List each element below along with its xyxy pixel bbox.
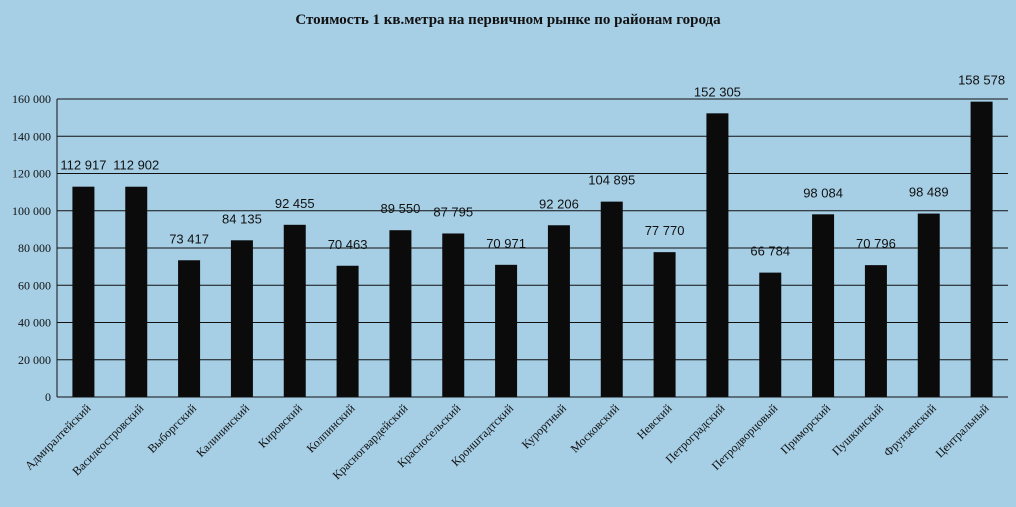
bar bbox=[125, 186, 148, 397]
x-tick-label: Кировский bbox=[255, 401, 305, 451]
bar bbox=[864, 265, 887, 397]
data-label: 70 463 bbox=[328, 237, 368, 252]
data-label: 152 305 bbox=[694, 84, 741, 99]
x-tick-label: Пушкинский bbox=[829, 401, 886, 458]
data-label: 98 084 bbox=[803, 185, 843, 200]
x-tick-label: Фрунзенский bbox=[881, 401, 940, 460]
bar bbox=[72, 186, 95, 397]
data-label: 112 917 bbox=[60, 158, 106, 173]
x-tick-label: Калининский bbox=[193, 401, 252, 460]
data-label: 70 796 bbox=[856, 236, 896, 251]
x-tick-label: Выборгский bbox=[145, 401, 200, 456]
data-label: 87 795 bbox=[433, 204, 473, 219]
x-tick-label: Приморский bbox=[778, 401, 834, 457]
data-label: 77 770 bbox=[645, 223, 685, 238]
chart-title: Стоимость 1 кв.метра на первичном рынке … bbox=[295, 12, 721, 28]
x-tick-label: Московский bbox=[568, 401, 623, 456]
x-tick-label: Колпинский bbox=[304, 401, 359, 456]
bar bbox=[178, 260, 201, 397]
y-tick-label: 40 000 bbox=[18, 316, 51, 330]
bar bbox=[759, 272, 782, 397]
data-label: 158 578 bbox=[958, 73, 1005, 88]
x-tick-label: Невский bbox=[634, 401, 675, 442]
y-tick-label: 0 bbox=[45, 390, 51, 404]
x-tick-label: Курортный bbox=[519, 401, 570, 452]
data-label: 98 489 bbox=[909, 185, 949, 200]
x-axis-ticks: АдмиралтейскийВасилеостровскийВыборгский… bbox=[22, 401, 992, 482]
bars bbox=[72, 101, 993, 398]
data-label: 73 417 bbox=[169, 231, 209, 246]
data-label: 92 455 bbox=[275, 196, 315, 211]
y-tick-label: 80 000 bbox=[18, 241, 51, 255]
y-tick-label: 20 000 bbox=[18, 353, 51, 367]
data-label: 84 135 bbox=[222, 211, 262, 226]
x-tick-label: Центральный bbox=[933, 401, 993, 461]
data-label: 66 784 bbox=[750, 244, 790, 259]
y-tick-label: 160 000 bbox=[12, 92, 51, 106]
bar bbox=[283, 224, 306, 397]
y-tick-label: 100 000 bbox=[12, 204, 51, 218]
bar bbox=[230, 240, 253, 397]
bar bbox=[917, 213, 940, 397]
bar bbox=[442, 233, 465, 397]
y-axis-ticks: 0 20 000 40 000 60 000 80 000 100 000 120 000 1… bbox=[12, 92, 51, 404]
bar bbox=[547, 225, 570, 397]
data-label: 104 895 bbox=[588, 173, 635, 188]
data-label: 70 971 bbox=[486, 236, 526, 251]
bar bbox=[653, 252, 676, 397]
y-tick-label: 60 000 bbox=[18, 278, 51, 292]
bar bbox=[389, 230, 412, 397]
y-tick-label: 120 000 bbox=[12, 167, 51, 181]
bar bbox=[600, 201, 623, 397]
bar bbox=[495, 264, 518, 397]
data-label: 92 206 bbox=[539, 196, 579, 211]
bar bbox=[812, 214, 835, 397]
bar bbox=[336, 265, 359, 397]
y-tick-label: 140 000 bbox=[12, 129, 51, 143]
data-label: 112 902 bbox=[113, 158, 159, 173]
data-labels: 112 917 112 902 73 417 84 135 92 455 70 463 89… bbox=[60, 73, 1005, 259]
gridlines bbox=[57, 98, 1008, 361]
bar bbox=[970, 101, 993, 398]
bar bbox=[706, 113, 729, 397]
data-label: 89 550 bbox=[381, 201, 421, 216]
